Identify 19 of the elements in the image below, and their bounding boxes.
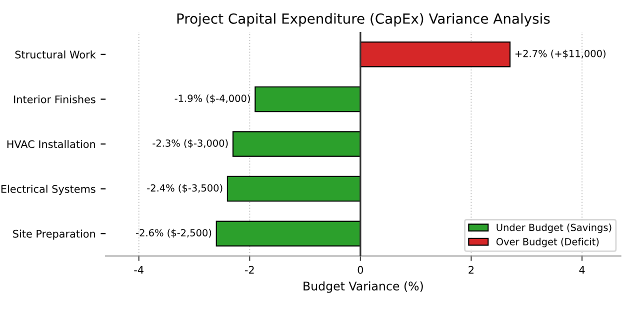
x-axis-title: Budget Variance (%) bbox=[304, 281, 423, 293]
data-label: +2.7% (+$11,000) bbox=[515, 50, 606, 59]
x-tick-label: -4 bbox=[134, 266, 144, 274]
y-tick-label: Structural Work bbox=[15, 50, 96, 59]
data-label: -2.4% ($-3,500) bbox=[147, 184, 222, 193]
legend-label: Under Budget (Savings) bbox=[496, 224, 612, 233]
x-tick-label: 2 bbox=[468, 266, 474, 274]
y-tick-label: HVAC Installation bbox=[7, 140, 95, 148]
x-tick-label: 0 bbox=[358, 266, 364, 274]
chart-title: Project Capital Expenditure (CapEx) Variance Analysis bbox=[177, 13, 550, 27]
x-tick-label: -2 bbox=[244, 266, 254, 274]
data-label: -1.9% ($-4,000) bbox=[174, 94, 250, 104]
y-tick-label: Interior Finishes bbox=[14, 95, 96, 104]
x-tick-label: 4 bbox=[579, 266, 585, 274]
legend-label: Over Budget (Deficit) bbox=[496, 238, 599, 248]
y-tick-label: Site Preparation bbox=[13, 230, 95, 240]
data-label: -2.6% ($-2,500) bbox=[136, 228, 212, 238]
data-label: -2.3% ($-3,000) bbox=[152, 139, 228, 148]
y-tick-label: Electrical Systems bbox=[1, 184, 96, 195]
